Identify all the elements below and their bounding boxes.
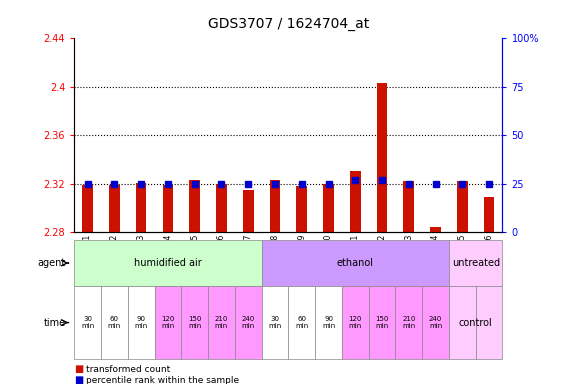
Bar [296, 186, 307, 232]
Text: 150
min: 150 min [188, 316, 202, 329]
Text: 210
min: 210 min [402, 316, 416, 329]
Text: 210
min: 210 min [215, 316, 228, 329]
Bar [243, 190, 254, 232]
Text: 120
min: 120 min [161, 316, 175, 329]
Text: GDS3707 / 1624704_at: GDS3707 / 1624704_at [208, 17, 369, 31]
Bar [377, 83, 387, 232]
Text: 30
min: 30 min [81, 316, 94, 329]
Text: time: time [43, 318, 66, 328]
Bar [457, 181, 468, 232]
Text: control: control [459, 318, 493, 328]
Text: humidified air: humidified air [134, 258, 202, 268]
Text: 60
min: 60 min [295, 316, 308, 329]
Text: 120
min: 120 min [348, 316, 362, 329]
Text: 30
min: 30 min [268, 316, 282, 329]
Bar [190, 180, 200, 232]
Text: 90
min: 90 min [322, 316, 335, 329]
Bar [323, 184, 334, 232]
Bar [136, 183, 147, 232]
Bar [82, 185, 93, 232]
Bar [109, 185, 120, 232]
Text: 90
min: 90 min [135, 316, 148, 329]
Text: 150
min: 150 min [375, 316, 389, 329]
Bar [484, 197, 494, 232]
Bar [350, 170, 361, 232]
Bar [270, 180, 280, 232]
Text: 60
min: 60 min [108, 316, 121, 329]
Text: ethanol: ethanol [337, 258, 374, 268]
Bar [430, 227, 441, 232]
Text: untreated: untreated [452, 258, 500, 268]
Text: ■: ■ [74, 375, 83, 384]
Text: agent: agent [38, 258, 66, 268]
Bar [216, 184, 227, 232]
Text: 240
min: 240 min [242, 316, 255, 329]
Text: ■: ■ [74, 364, 83, 374]
Text: transformed count: transformed count [86, 365, 170, 374]
Text: 240
min: 240 min [429, 316, 442, 329]
Text: percentile rank within the sample: percentile rank within the sample [86, 376, 239, 384]
Bar [404, 181, 414, 232]
Bar [163, 185, 173, 232]
